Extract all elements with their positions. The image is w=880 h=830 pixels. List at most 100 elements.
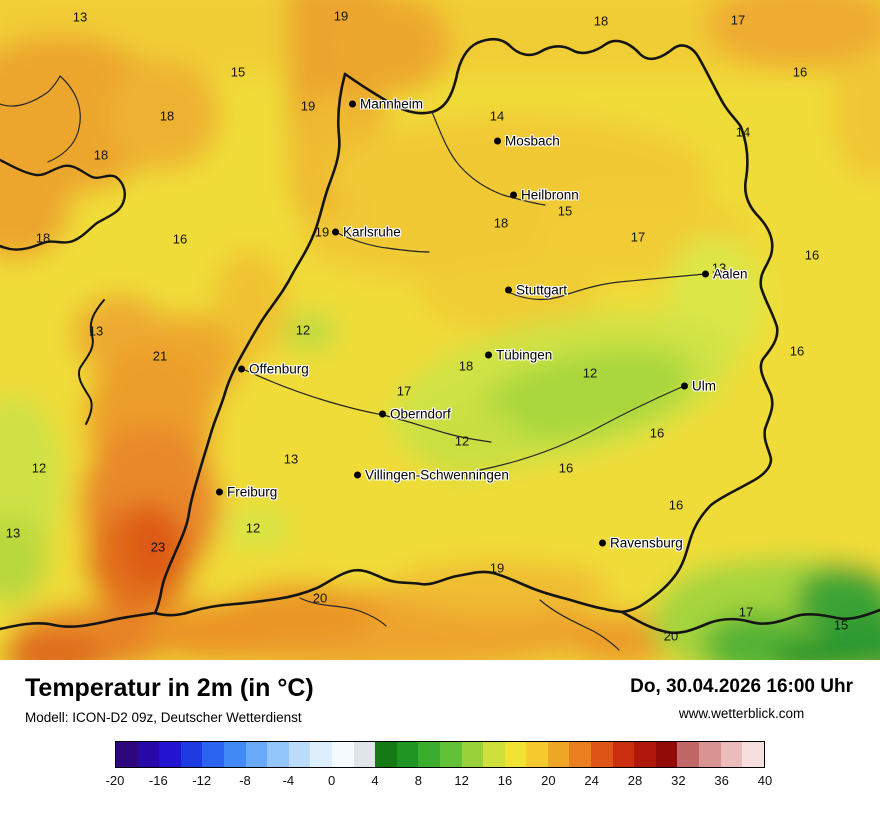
temp-value-label: 16 — [558, 460, 574, 476]
temp-value-label: 16 — [792, 64, 808, 80]
city-marker: Freiburg — [216, 485, 277, 500]
temp-value-label: 16 — [789, 343, 805, 359]
city-marker: Stuttgart — [505, 282, 567, 297]
temp-value-label: 19 — [489, 560, 505, 576]
colorbar-tick-label: -12 — [192, 773, 212, 788]
colorbar-segment — [353, 742, 376, 767]
city-label: Aalen — [713, 266, 748, 282]
temp-value-label: 18 — [93, 147, 109, 163]
colorbar-tick-label: 32 — [671, 773, 686, 788]
model-info: Modell: ICON-D2 09z, Deutscher Wetterdie… — [25, 710, 302, 725]
colorbar-tick-label: 36 — [714, 773, 729, 788]
colorbar-segment — [137, 742, 160, 767]
colorbar-segment — [699, 742, 721, 767]
colorbar-segment — [180, 742, 203, 767]
city-marker: Mosbach — [494, 134, 560, 149]
city-label: Mannheim — [360, 96, 424, 112]
temp-value-label: 15 — [230, 64, 246, 80]
city-label: Stuttgart — [516, 282, 568, 298]
colorbar-segment — [612, 742, 635, 767]
city-label: Oberndorf — [390, 406, 451, 422]
colorbar-tick-label: 24 — [584, 773, 599, 788]
city-dot-icon — [238, 365, 245, 373]
colorbar-tick-label: 4 — [371, 773, 379, 788]
temp-value-label: 14 — [489, 108, 505, 124]
title-block: Temperatur in 2m (in °C) Modell: ICON-D2… — [25, 674, 314, 725]
temp-value-label: 15 — [833, 617, 849, 633]
city-label: Villingen-Schwenningen — [365, 467, 509, 483]
temp-value-label: 12 — [245, 520, 261, 536]
temp-value-label: 17 — [738, 604, 754, 620]
colorbar-segment — [742, 742, 764, 767]
temp-value-label: 19 — [333, 8, 349, 24]
temp-value-label: 13 — [283, 451, 299, 467]
colorbar-segment — [439, 742, 462, 767]
colorbar-ticks: -20 -16 -12 -8 -4 0 4 8 12 16 20 24 28 32 36 40 — [106, 773, 773, 791]
city-marker: Aalen — [702, 267, 748, 282]
temp-value-label: 15 — [557, 203, 573, 219]
temp-value-label: 16 — [804, 247, 820, 263]
city-marker: Heilbronn — [510, 188, 579, 203]
temp-value-label: 16 — [649, 425, 665, 441]
temp-value-label: 20 — [312, 590, 328, 606]
city-dot-icon — [332, 228, 339, 236]
city-label: Heilbronn — [521, 187, 579, 203]
datetime-block: Do, 30.04.2026 16:00 Uhr www.wetterblick… — [630, 676, 853, 721]
temp-value-label: 20 — [663, 628, 679, 644]
temp-value-label: 17 — [630, 229, 646, 245]
city-marker: Oberndorf — [379, 407, 451, 422]
colorbar-segment — [591, 742, 613, 767]
temp-value-label: 13 — [5, 525, 21, 541]
footer: Temperatur in 2m (in °C) Modell: ICON-D2… — [0, 660, 880, 830]
colorbar-segment — [288, 742, 311, 767]
temp-value-label: 18 — [35, 230, 51, 246]
colorbar-segment — [569, 742, 592, 767]
colorbar-segment — [396, 742, 419, 767]
city-dot-icon — [379, 410, 386, 418]
temp-value-label: 13 — [88, 323, 104, 339]
city-label: Freiburg — [227, 484, 278, 500]
website-label: www.wetterblick.com — [678, 706, 805, 721]
temp-value-label: 12 — [295, 322, 311, 338]
city-marker: Mannheim — [349, 97, 423, 112]
colorbar-segment — [526, 742, 548, 767]
temp-value-label: 23 — [150, 539, 166, 555]
city-label: Ulm — [692, 378, 716, 394]
temp-value-label: 16 — [172, 231, 188, 247]
city-label: Tübingen — [496, 347, 553, 363]
colorbar-tick-label: 20 — [541, 773, 556, 788]
city-dot-icon — [349, 100, 356, 108]
city-marker: Karlsruhe — [332, 225, 401, 240]
colorbar-tick-label: 8 — [414, 773, 422, 788]
map-overlay: 13 19 18 17 15 16 19 14 18 14 18 18 16 19 18 15 17 13 16 13… — [5, 8, 849, 644]
city-label: Mosbach — [505, 133, 560, 149]
colorbar-tick-label: 0 — [328, 773, 336, 788]
city-marker: Offenburg — [238, 362, 309, 377]
temp-value-label: 19 — [314, 224, 330, 240]
temp-value-label: 18 — [458, 358, 474, 374]
colorbar-tick-label: 16 — [497, 773, 513, 788]
colorbar-segment — [267, 742, 289, 767]
city-dot-icon — [681, 382, 688, 390]
city-label: Ravensburg — [609, 535, 683, 551]
colorbar-segment — [331, 742, 354, 767]
colorbar-segment — [547, 742, 570, 767]
temp-value-label: 12 — [454, 433, 470, 449]
colorbar-segment — [634, 742, 656, 767]
city-dot-icon — [354, 471, 361, 479]
colorbar-tick-label: -20 — [105, 773, 125, 788]
temp-value-label: 19 — [300, 98, 316, 114]
valid-datetime: Do, 30.04.2026 16:00 Uhr — [630, 676, 853, 697]
temp-value-label: 12 — [582, 365, 598, 381]
temp-value-label: 16 — [668, 497, 684, 513]
colorbar-segments — [115, 741, 765, 768]
temp-value-label: 21 — [152, 348, 168, 364]
temp-value-label: 14 — [735, 124, 751, 140]
colorbar-segment — [677, 742, 700, 767]
colorbar-segment — [461, 742, 484, 767]
colorbar-segment — [116, 742, 138, 767]
city-dot-icon — [598, 539, 606, 547]
temp-value-label: 12 — [31, 460, 47, 476]
map-title: Temperatur in 2m (in °C) — [25, 674, 314, 702]
city-dot-icon — [510, 191, 517, 199]
